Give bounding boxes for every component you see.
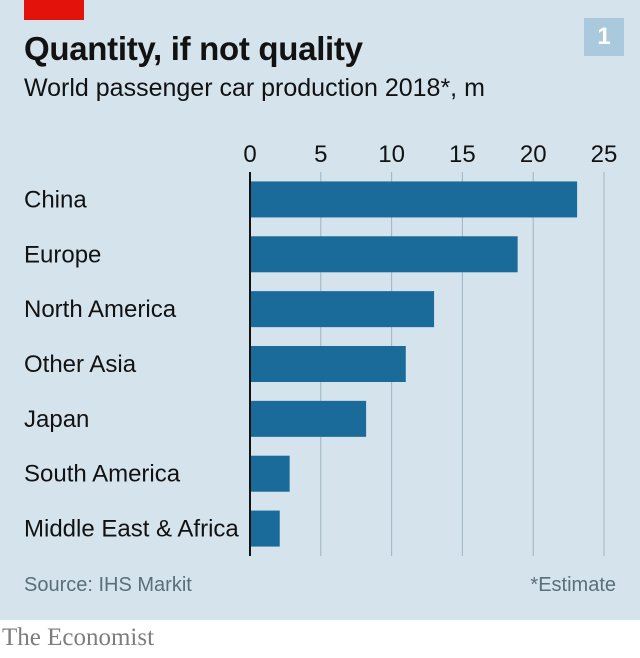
chart-title: Quantity, if not quality [24, 30, 363, 67]
chart-number-badge: 1 [584, 18, 624, 56]
category-label: Middle East & Africa [24, 516, 239, 543]
estimate-note: *Estimate [530, 574, 616, 596]
source-note: Source: IHS Markit [24, 574, 192, 596]
x-tick-label: 25 [591, 141, 618, 168]
bar [250, 236, 518, 273]
category-label: North America [24, 296, 177, 323]
bar [250, 510, 280, 547]
bar [250, 181, 578, 218]
category-label: Other Asia [24, 351, 137, 378]
bar [250, 400, 367, 437]
category-label: Japan [24, 406, 89, 433]
chart-subtitle: World passenger car production 2018*, m [24, 74, 485, 102]
x-tick-label: 15 [449, 141, 476, 168]
x-tick-label: 0 [243, 141, 256, 168]
category-label: South America [24, 461, 181, 488]
x-tick-label: 10 [378, 141, 405, 168]
category-label: Europe [24, 241, 101, 268]
category-label: China [24, 186, 87, 213]
bar [250, 291, 435, 328]
brand-logo-text: The Economist [2, 624, 155, 651]
x-tick-label: 20 [520, 141, 547, 168]
x-tick-label: 5 [314, 141, 327, 168]
bar-chart: 0 5 10 15 20 25 China Europe North America Other … [24, 141, 618, 556]
bar [250, 346, 406, 382]
red-tag [24, 0, 84, 20]
bar [250, 455, 290, 492]
